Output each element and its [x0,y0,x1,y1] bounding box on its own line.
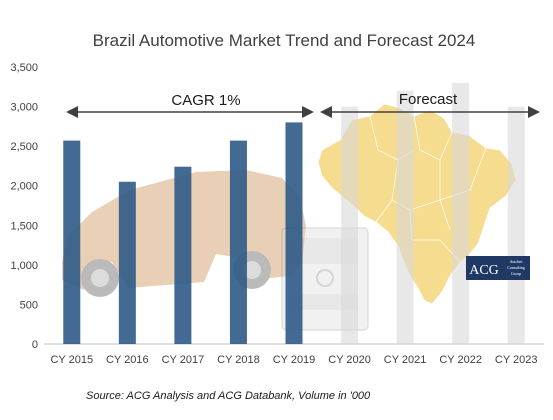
y-axis: 0 500 1,000 1,500 2,000 2,500 3,000 3,500 [10,62,38,351]
bars [63,82,525,345]
acg-logo: ACG Autobei Consulting Group [466,256,530,280]
source-note: Source: ACG Analysis and ACG Databank, V… [86,390,371,402]
x-tick-label: CY 2019 [273,354,316,366]
y-tick-label: 1,000 [10,260,38,272]
y-tick-label: 2,000 [10,181,38,193]
forecast-arrow [320,106,540,118]
bar-cy-2016 [118,181,136,344]
bar-cy-2022 [452,82,470,344]
x-tick-label: CY 2021 [384,354,427,366]
x-tick-label: CY 2016 [106,354,149,366]
x-tick-label: CY 2018 [217,354,260,366]
y-tick-label: 1,500 [10,220,38,232]
y-tick-label: 3,000 [10,102,38,114]
cagr-label: CAGR 1% [171,92,240,109]
x-tick-label: CY 2015 [50,354,93,366]
chart-title: Brazil Automotive Market Trend and Forec… [93,31,476,50]
bar-cy-2015 [63,140,81,344]
x-axis: CY 2015 CY 2016 CY 2017 CY 2018 CY 2019 CY 20… [50,354,537,366]
x-tick-label: CY 2020 [328,354,371,366]
svg-text:Consulting: Consulting [507,265,525,270]
y-tick-label: 0 [32,339,38,351]
x-tick-label: CY 2017 [162,354,205,366]
y-tick-label: 500 [20,299,38,311]
bar-cy-2018 [229,140,247,344]
bar-cy-2020 [341,106,359,344]
svg-text:Group: Group [511,271,521,276]
x-tick-label: CY 2022 [439,354,482,366]
bar-cy-2017 [174,166,192,344]
svg-text:ACG: ACG [469,263,499,278]
svg-text:Autobei: Autobei [510,259,524,264]
bar-cy-2019 [285,122,303,345]
forecast-label: Forecast [399,91,458,108]
bar-cy-2023 [507,106,525,344]
bar-cy-2021 [396,90,414,344]
y-tick-label: 2,500 [10,141,38,153]
y-tick-label: 3,500 [10,62,38,74]
cagr-arrow [66,106,314,118]
x-tick-label: CY 2023 [495,354,538,366]
